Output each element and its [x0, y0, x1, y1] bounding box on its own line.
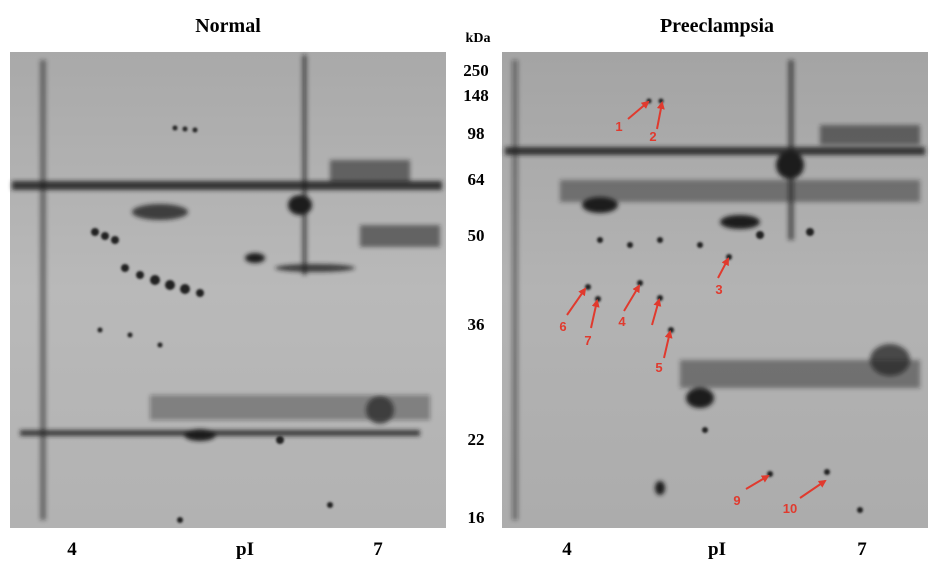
pi-label: 4	[67, 539, 77, 560]
mw-label: 148	[463, 86, 489, 105]
spot-label: 3	[715, 282, 722, 297]
spot-label: 4	[618, 314, 626, 329]
spot-label: 1	[615, 119, 622, 134]
spot-label: 6	[559, 319, 566, 334]
mw-label: 16	[468, 508, 485, 527]
spot-label: 9	[733, 493, 740, 508]
gel-normal	[10, 52, 446, 528]
mw-label: 64	[468, 170, 486, 189]
spot-label: 10	[783, 501, 797, 516]
panel-title: Preeclampsia	[660, 15, 774, 37]
mw-label: 98	[468, 124, 485, 143]
annotations: 1 2 3 4 5 6 7 9 10	[559, 119, 797, 516]
mw-unit: kDa	[466, 31, 491, 46]
pi-label: pI	[708, 539, 726, 560]
gel-preeclampsia	[502, 52, 928, 528]
mw-labels: 250 148 98 64 50 36 22 16	[463, 61, 489, 527]
annotation-arrows	[566, 100, 827, 499]
mw-label: 22	[468, 430, 485, 449]
pi-label: 7	[857, 539, 867, 560]
spot-label: 2	[649, 129, 656, 144]
mw-label: 36	[468, 315, 485, 334]
mw-label: 250	[463, 61, 489, 80]
pi-label: 4	[562, 539, 572, 560]
pi-labels: 4 pI 7 4 pI 7	[67, 539, 867, 560]
panel-title: Normal	[195, 15, 261, 37]
pi-label: pI	[236, 539, 254, 560]
spot-label: 7	[584, 333, 591, 348]
pi-label: 7	[373, 539, 383, 560]
mw-label: 50	[468, 226, 485, 245]
spot-label: 5	[655, 360, 662, 375]
